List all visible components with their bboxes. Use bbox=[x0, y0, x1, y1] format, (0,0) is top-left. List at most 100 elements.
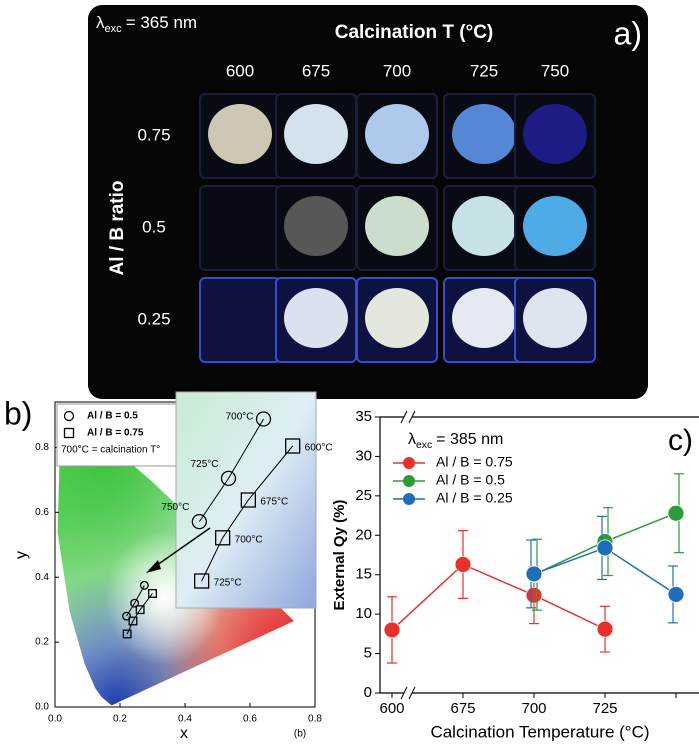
row-label: 0.75 bbox=[137, 125, 170, 144]
x-axis-label: x bbox=[180, 725, 188, 742]
y-tick-label: 25 bbox=[355, 487, 372, 504]
series-line bbox=[391, 563, 606, 631]
point bbox=[525, 586, 543, 604]
subscript: exc bbox=[416, 440, 432, 451]
x-tick-label: 725 bbox=[592, 700, 617, 717]
x-tick-label: 675 bbox=[450, 700, 475, 717]
point-label: 700°C bbox=[235, 534, 263, 545]
point-label: 600°C bbox=[305, 443, 333, 454]
symbol: λ bbox=[408, 431, 416, 448]
y-tick-label: 0 bbox=[364, 684, 372, 701]
point bbox=[130, 598, 140, 608]
point-label: 675°C bbox=[260, 497, 288, 508]
y-tick-label: 0.8 bbox=[35, 442, 49, 453]
row-label: 0.25 bbox=[137, 309, 170, 328]
inset-arrowhead bbox=[146, 560, 161, 573]
legend-label: Al / B = 0.75 bbox=[87, 428, 144, 439]
sample-powder bbox=[284, 196, 348, 256]
point bbox=[220, 470, 237, 487]
sample-powder bbox=[452, 288, 516, 348]
y-tick-label: 20 bbox=[355, 526, 372, 543]
x-tick-label: 0.6 bbox=[243, 714, 257, 725]
y-tick-label: 30 bbox=[355, 447, 372, 464]
point bbox=[596, 539, 614, 557]
panel-label: b) bbox=[4, 395, 32, 431]
legend-marker bbox=[403, 457, 415, 469]
point-label: 700°C bbox=[226, 412, 254, 423]
column-label: 700 bbox=[383, 61, 411, 80]
symbol: λ bbox=[96, 13, 105, 32]
point bbox=[383, 621, 401, 639]
column-label: 725 bbox=[470, 61, 498, 80]
point bbox=[191, 513, 207, 530]
y-tick-label: 0.2 bbox=[35, 637, 49, 648]
x-tick-label: 0.8 bbox=[308, 714, 322, 725]
chart-c: 0 5 10 15 20 25 30 35 600 675 700 725 Calcination Te… bbox=[331, 408, 699, 741]
sample-powder bbox=[523, 196, 587, 256]
point bbox=[122, 629, 132, 639]
legend-marker bbox=[403, 475, 415, 487]
sample-powder bbox=[523, 288, 587, 348]
legend-box bbox=[56, 403, 180, 467]
axis-break bbox=[400, 410, 416, 424]
axis-break-gap bbox=[404, 413, 412, 421]
column-title: Calcination T (°C) bbox=[335, 22, 494, 43]
y-tick-label: 0.0 bbox=[35, 702, 49, 713]
sample-powder bbox=[208, 104, 272, 164]
y-tick-label: 0.6 bbox=[35, 507, 49, 518]
text: = 385 nm bbox=[436, 431, 503, 448]
inset-arrow bbox=[149, 527, 211, 571]
text: = 365 nm bbox=[126, 13, 197, 32]
column-label: 600 bbox=[226, 61, 254, 80]
sample-powder bbox=[365, 196, 429, 256]
excitation-label: λexc = 365 nm bbox=[96, 13, 197, 35]
y-tick-label: 0.4 bbox=[35, 572, 49, 583]
point bbox=[215, 530, 231, 546]
sample-powder bbox=[284, 104, 348, 164]
point bbox=[667, 504, 685, 522]
x-tick-label: 700 bbox=[521, 700, 546, 717]
sample-powder bbox=[365, 104, 429, 164]
point bbox=[285, 438, 301, 454]
point bbox=[128, 616, 138, 626]
x-tick-label: 0.2 bbox=[113, 714, 127, 725]
column-label: 675 bbox=[302, 61, 330, 80]
legend-label: Al / B = 0.75 bbox=[436, 454, 513, 470]
note: 700°C = calcination T° bbox=[61, 445, 160, 456]
point bbox=[596, 620, 614, 638]
sample-powder bbox=[523, 104, 587, 164]
sample-photos bbox=[199, 93, 596, 363]
point bbox=[63, 427, 75, 439]
legend-marker bbox=[403, 493, 415, 505]
axis-break bbox=[400, 686, 416, 700]
inset-line bbox=[201, 445, 294, 582]
footnote: (b) bbox=[294, 729, 306, 740]
sample-powder bbox=[284, 288, 348, 348]
x-tick-label: 0.0 bbox=[48, 714, 62, 725]
sample-powder bbox=[452, 104, 516, 164]
sample-holder bbox=[199, 277, 281, 363]
column-label: 750 bbox=[541, 61, 569, 80]
series-line bbox=[126, 593, 153, 635]
legend-label: Al / B = 0.5 bbox=[436, 472, 505, 488]
point-label: 725°C bbox=[191, 459, 219, 470]
row-title: Al / B ratio bbox=[107, 180, 128, 275]
excitation-label: λexc = 385 nm bbox=[408, 431, 503, 450]
sample-powder bbox=[452, 196, 516, 256]
y-axis-label: External Qy (%) bbox=[331, 500, 348, 611]
point bbox=[63, 410, 75, 422]
sample-powder bbox=[365, 288, 429, 348]
panel-label: c) bbox=[668, 424, 693, 457]
point bbox=[255, 411, 272, 427]
subscript: exc bbox=[105, 23, 123, 35]
axis-break-gap bbox=[404, 689, 412, 697]
row-label: 0.5 bbox=[142, 217, 166, 236]
sample-holder bbox=[199, 185, 281, 271]
series-line bbox=[126, 585, 145, 617]
point bbox=[148, 588, 157, 598]
point bbox=[122, 611, 131, 621]
point bbox=[139, 580, 149, 590]
point bbox=[194, 573, 210, 589]
y-tick-label: 10 bbox=[355, 605, 372, 622]
